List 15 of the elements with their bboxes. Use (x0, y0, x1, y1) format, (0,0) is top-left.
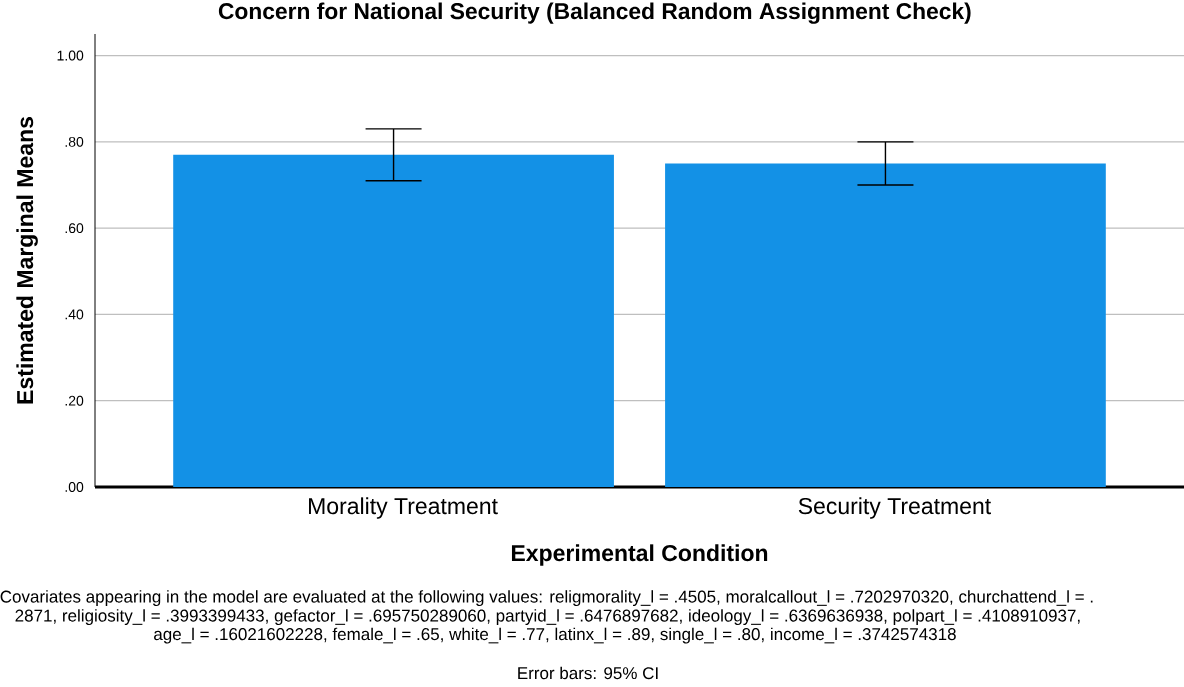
y-tick-label: .20 (65, 395, 84, 406)
y-tick-label: 1.00 (57, 50, 84, 61)
text: age_l = .16021602228, female_l = .65, white_l = .77, latinx_l = .89, single_l = .80, income_l = .3742574318 (154, 627, 956, 644)
chart-title: Concern for National Security (Balanced Random Assignment Check) (218, 2, 971, 24)
text: 2871, religiosity_l = .3993399433, gefactor_l = .695750289060, partyid_l = .6476897682, ideology_l = .6369636938, polpart_l = .4108910937, (15, 609, 1080, 626)
text: Covariates appearing in the model are evaluated at the following values: religmorality_l = .4505, moralcallout_l = .7202970320, churchattend_l = . (0, 590, 1093, 607)
y-tick-label: .60 (65, 223, 84, 234)
y-tick-label: .80 (65, 136, 84, 147)
y-tick-label: .00 (65, 482, 84, 492)
x-axis-title: Experimental Condition (511, 544, 768, 566)
x-tick-label: Security Treatment (798, 497, 991, 519)
text: Error bars: 95% CI (518, 666, 658, 680)
y-axis-title: Estimated Marginal Means (16, 117, 38, 404)
y-tick-label: .40 (65, 309, 84, 320)
x-tick-label: Morality Treatment (309, 497, 498, 519)
